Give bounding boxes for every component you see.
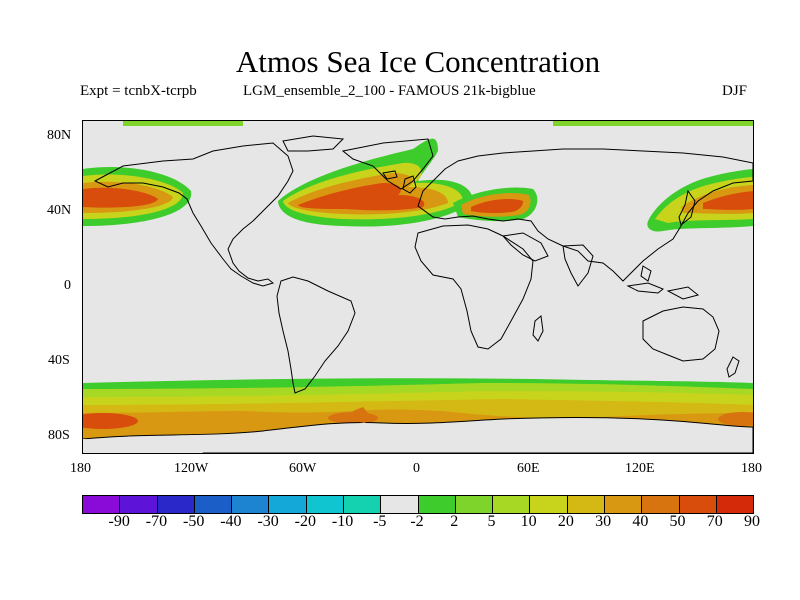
lat-label-80s: 80S: [48, 428, 70, 443]
lon-label-60e: 60E: [517, 461, 540, 476]
lon-label-60w: 60W: [289, 461, 317, 476]
colorbar-swatch: [530, 496, 568, 513]
colorbar-swatch: [83, 496, 121, 513]
north-atlantic-anomaly: [278, 138, 473, 227]
colorbar-label: -30: [257, 513, 279, 530]
colorbar-label: 90: [744, 513, 760, 530]
central-asia-anomaly: [453, 187, 538, 222]
season-label: DJF: [722, 83, 748, 99]
lat-label-40s: 40S: [48, 353, 70, 368]
colorbar-swatch: [418, 496, 456, 513]
colorbar-label: -10: [331, 513, 354, 530]
colorbar-label: -20: [294, 513, 316, 530]
colorbar-swatch: [567, 496, 605, 513]
colorbar-label: -5: [373, 513, 387, 530]
colorbar-swatch: [679, 496, 717, 513]
colorbar-swatch: [642, 496, 680, 513]
colorbar-swatch: [493, 496, 531, 513]
colorbar-label: 50: [669, 513, 686, 530]
colorbar-label: 2: [450, 513, 459, 530]
ross-sea-patch: [353, 407, 371, 423]
colorbar-swatch: [269, 496, 307, 513]
map-title: Atmos Sea Ice Concentration: [235, 44, 601, 79]
arctic-edge-band: [123, 121, 243, 126]
colorbar-swatch: [604, 496, 643, 513]
lon-label-180e: 180: [741, 461, 762, 476]
lat-label-eq: 0: [64, 278, 71, 293]
lon-label-180w: 180: [70, 461, 91, 476]
colorbar-label: 20: [557, 513, 574, 530]
colorbar-label: -70: [145, 513, 168, 530]
lon-label-0: 0: [413, 461, 420, 476]
colorbar-swatch: [343, 496, 382, 513]
experiment-label: Expt = tcnbX-tcrpb: [80, 83, 197, 99]
map-panel: [82, 120, 754, 454]
colorbar-label: -40: [220, 513, 242, 530]
lat-label-80n: 80N: [47, 128, 72, 143]
lat-label-40n: 40N: [47, 203, 72, 218]
colorbar-swatch: [120, 496, 158, 513]
colorbar-label: 5: [487, 513, 496, 530]
lon-label-120w: 120W: [174, 461, 209, 476]
colorbar-label: -50: [182, 513, 205, 530]
colorbar-swatch: [716, 496, 754, 513]
ensemble-label: LGM_ensemble_2_100 - FAMOUS 21k-bigblue: [243, 83, 536, 99]
coastlines: [93, 135, 753, 394]
antarctica-coast: [83, 417, 753, 453]
colorbar-label: 40: [632, 513, 649, 530]
colorbar: [82, 495, 754, 514]
lon-label-120e: 120E: [625, 461, 655, 476]
antarctica-west: [83, 438, 203, 453]
arctic-edge-band: [553, 121, 753, 126]
colorbar-label: -90: [108, 513, 130, 530]
colorbar-swatch: [232, 496, 270, 513]
north-pacific-west-anomaly: [647, 169, 753, 232]
sea-ice-map: [83, 121, 753, 453]
colorbar-label: 30: [595, 513, 612, 530]
colorbar-swatch: [455, 496, 494, 513]
north-pacific-east-anomaly: [83, 167, 192, 226]
colorbar-swatch: [194, 496, 233, 513]
colorbar-label: 10: [520, 513, 537, 530]
colorbar-swatch: [157, 496, 195, 513]
colorbar-swatch: [306, 496, 344, 513]
colorbar-swatch: [381, 496, 419, 513]
colorbar-label: -2: [410, 513, 424, 530]
colorbar-label: 70: [706, 513, 723, 530]
